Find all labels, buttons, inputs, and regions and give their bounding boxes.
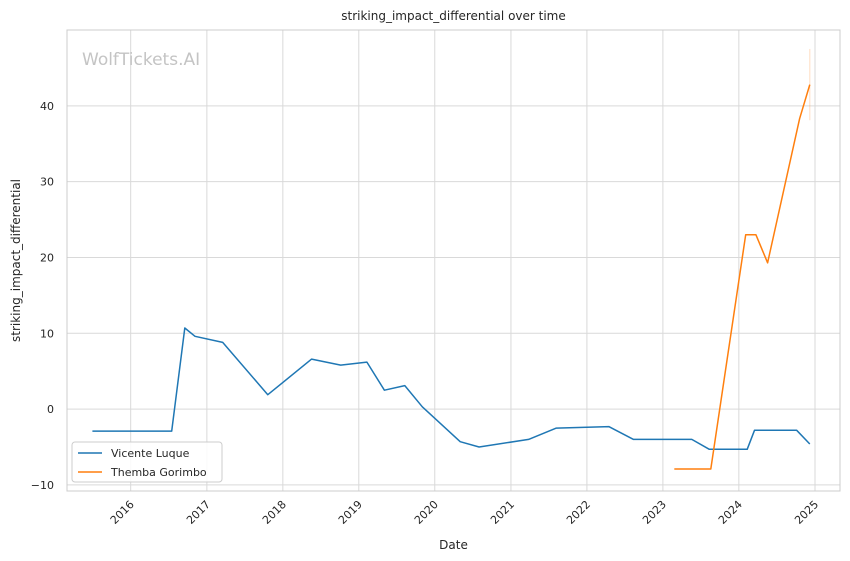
- legend-label: Vicente Luque: [111, 447, 190, 460]
- gridlines: [67, 30, 840, 491]
- chart-title: striking_impact_differential over time: [341, 9, 566, 23]
- y-tick-label: 10: [40, 327, 54, 340]
- watermark-text: WolfTickets.AI: [82, 50, 200, 70]
- x-axis-title: Date: [439, 538, 468, 552]
- y-axis-ticks: −10 0 10 20 30 40: [31, 100, 54, 492]
- series-line: [674, 84, 811, 470]
- y-tick-label: 30: [40, 176, 54, 189]
- plot-area-frame: [66, 29, 841, 492]
- legend-label: Themba Gorimbo: [110, 466, 207, 479]
- y-tick-label: 0: [47, 403, 54, 416]
- series-lines: [92, 48, 811, 470]
- legend: Vicente Luque Themba Gorimbo: [71, 441, 223, 483]
- y-tick-label: 20: [40, 251, 54, 264]
- legend-box: [71, 441, 223, 483]
- y-axis-title: striking_impact_differential: [9, 179, 23, 342]
- y-tick-label: −10: [31, 479, 54, 492]
- y-tick-label: 40: [40, 100, 54, 113]
- series-line: [92, 327, 811, 451]
